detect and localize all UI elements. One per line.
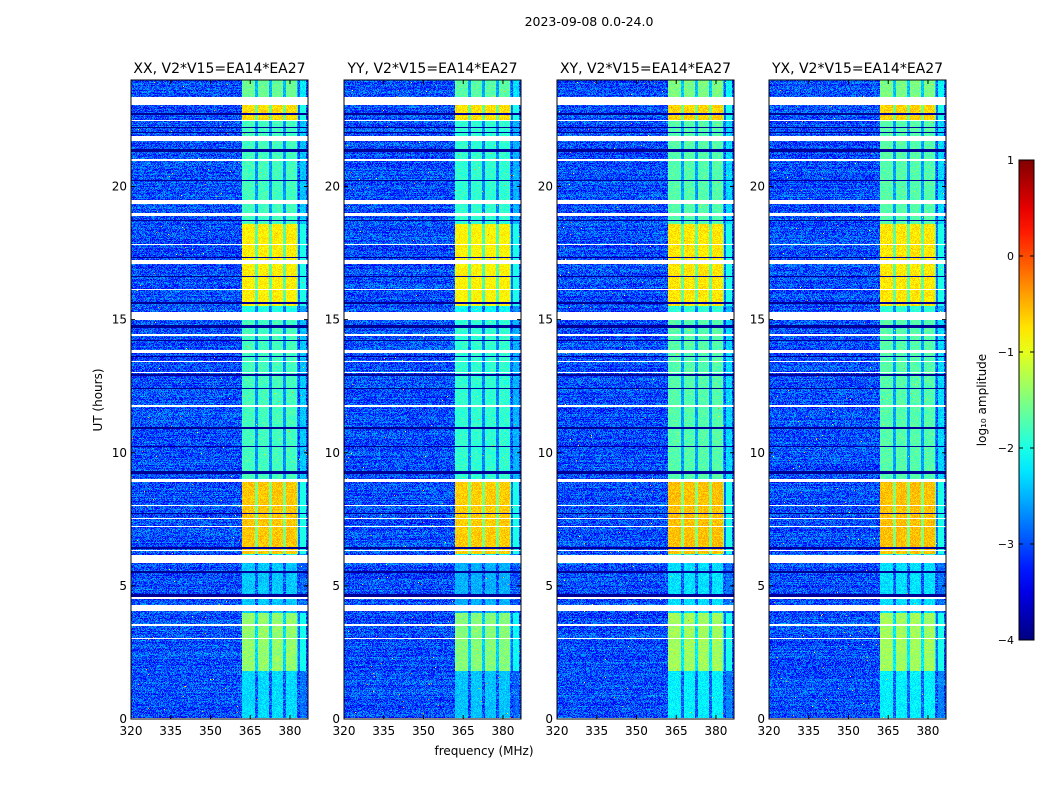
panel-frame [130, 79, 309, 720]
panel-title: YX, V2*V15=EA14*EA27 [771, 61, 943, 77]
y-tick-label: 15 [325, 313, 340, 327]
y-tick-label: 20 [325, 180, 340, 194]
y-tick-label: 10 [750, 446, 765, 460]
x-tick-label: 335 [159, 724, 182, 738]
heatmap-panel-yy [344, 80, 521, 719]
heatmap-panel-xy [557, 80, 734, 719]
x-tick-label: 380 [917, 724, 940, 738]
y-tick-label: 5 [545, 579, 553, 593]
x-tick-label: 335 [797, 724, 820, 738]
figure-title: 2023-09-08 0.0-24.0 [525, 14, 654, 29]
y-tick-label: 10 [538, 446, 553, 460]
panel-frame [343, 79, 522, 720]
y-tick-label: 15 [538, 313, 553, 327]
x-axis-label: frequency (MHz) [434, 744, 533, 758]
heatmap-panel-xx [131, 80, 308, 719]
x-tick-label: 320 [120, 724, 143, 738]
x-tick-label: 350 [199, 724, 222, 738]
x-tick-label: 335 [372, 724, 395, 738]
panel-title: YY, V2*V15=EA14*EA27 [346, 61, 517, 77]
x-tick-label: 365 [877, 724, 900, 738]
panel-title: XY, V2*V15=EA14*EA27 [560, 61, 731, 77]
panel-frame [556, 79, 735, 720]
y-tick-label: 20 [750, 180, 765, 194]
x-tick-label: 350 [412, 724, 435, 738]
x-tick-label: 365 [665, 724, 688, 738]
y-tick-label: 20 [112, 180, 127, 194]
heatmap-panel-yx [769, 80, 946, 719]
colorbar [1018, 159, 1035, 641]
x-tick-label: 335 [585, 724, 608, 738]
panel-frame [768, 79, 947, 720]
colorbar-tick-label: 1 [1007, 154, 1014, 167]
y-tick-label: 15 [750, 313, 765, 327]
y-tick-label: 20 [538, 180, 553, 194]
colorbar-tick-label: 0 [1007, 250, 1014, 263]
x-tick-label: 350 [625, 724, 648, 738]
y-tick-label: 0 [119, 712, 127, 726]
x-tick-label: 320 [546, 724, 569, 738]
y-tick-label: 0 [545, 712, 553, 726]
x-tick-label: 365 [452, 724, 475, 738]
x-tick-label: 380 [279, 724, 302, 738]
panel-title: XX, V2*V15=EA14*EA27 [133, 61, 305, 77]
y-tick-label: 0 [757, 712, 765, 726]
x-tick-label: 320 [333, 724, 356, 738]
colorbar-tick-label: −2 [998, 442, 1014, 455]
y-tick-label: 5 [757, 579, 765, 593]
x-tick-label: 365 [239, 724, 262, 738]
x-tick-label: 380 [705, 724, 728, 738]
colorbar-tick-label: −1 [998, 346, 1014, 359]
colorbar-label: log₁₀ amplitude [975, 354, 989, 446]
y-tick-label: 5 [119, 579, 127, 593]
y-axis-label: UT (hours) [91, 368, 105, 431]
x-tick-label: 380 [492, 724, 515, 738]
y-tick-label: 10 [325, 446, 340, 460]
y-tick-label: 5 [332, 579, 340, 593]
y-tick-label: 15 [112, 313, 127, 327]
x-tick-label: 350 [837, 724, 860, 738]
y-tick-label: 10 [112, 446, 127, 460]
colorbar-tick-label: −4 [998, 634, 1014, 647]
colorbar-tick-label: −3 [998, 538, 1014, 551]
y-tick-label: 0 [332, 712, 340, 726]
x-tick-label: 320 [758, 724, 781, 738]
